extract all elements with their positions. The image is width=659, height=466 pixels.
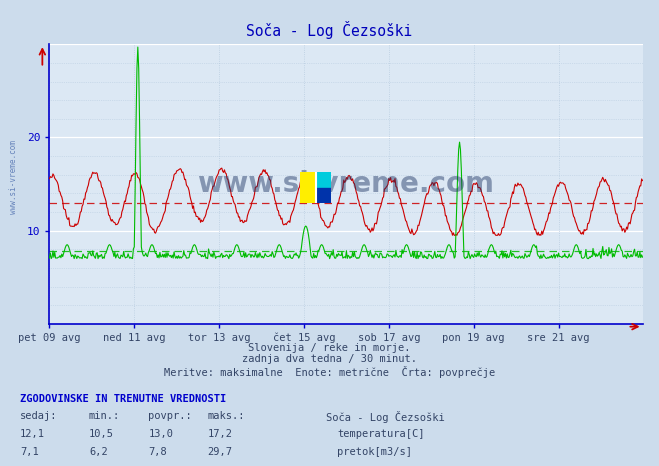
Text: 6,2: 6,2 xyxy=(89,447,107,457)
Text: sedaj:: sedaj: xyxy=(20,411,57,421)
Polygon shape xyxy=(300,172,316,203)
Text: ZGODOVINSKE IN TRENUTNE VREDNOSTI: ZGODOVINSKE IN TRENUTNE VREDNOSTI xyxy=(20,394,226,404)
Text: Soča - Log Čezsoški: Soča - Log Čezsoški xyxy=(246,21,413,39)
Text: povpr.:: povpr.: xyxy=(148,411,192,421)
Text: maks.:: maks.: xyxy=(208,411,245,421)
Text: 10,5: 10,5 xyxy=(89,429,114,439)
Text: 7,1: 7,1 xyxy=(20,447,38,457)
Text: Soča - Log Čezsoški: Soča - Log Čezsoški xyxy=(326,411,445,424)
Text: min.:: min.: xyxy=(89,411,120,421)
Polygon shape xyxy=(316,172,331,188)
Text: pretok[m3/s]: pretok[m3/s] xyxy=(337,447,413,457)
Text: zadnja dva tedna / 30 minut.: zadnja dva tedna / 30 minut. xyxy=(242,354,417,364)
Text: 17,2: 17,2 xyxy=(208,429,233,439)
Text: 7,8: 7,8 xyxy=(148,447,167,457)
Text: 29,7: 29,7 xyxy=(208,447,233,457)
Polygon shape xyxy=(316,188,331,203)
Text: Slovenija / reke in morje.: Slovenija / reke in morje. xyxy=(248,343,411,352)
Text: 12,1: 12,1 xyxy=(20,429,45,439)
Text: Meritve: maksimalne  Enote: metrične  Črta: povprečje: Meritve: maksimalne Enote: metrične Črta… xyxy=(164,366,495,378)
Text: www.si-vreme.com: www.si-vreme.com xyxy=(198,170,494,198)
Text: 13,0: 13,0 xyxy=(148,429,173,439)
Text: temperatura[C]: temperatura[C] xyxy=(337,429,425,439)
Text: www.si-vreme.com: www.si-vreme.com xyxy=(9,140,18,214)
